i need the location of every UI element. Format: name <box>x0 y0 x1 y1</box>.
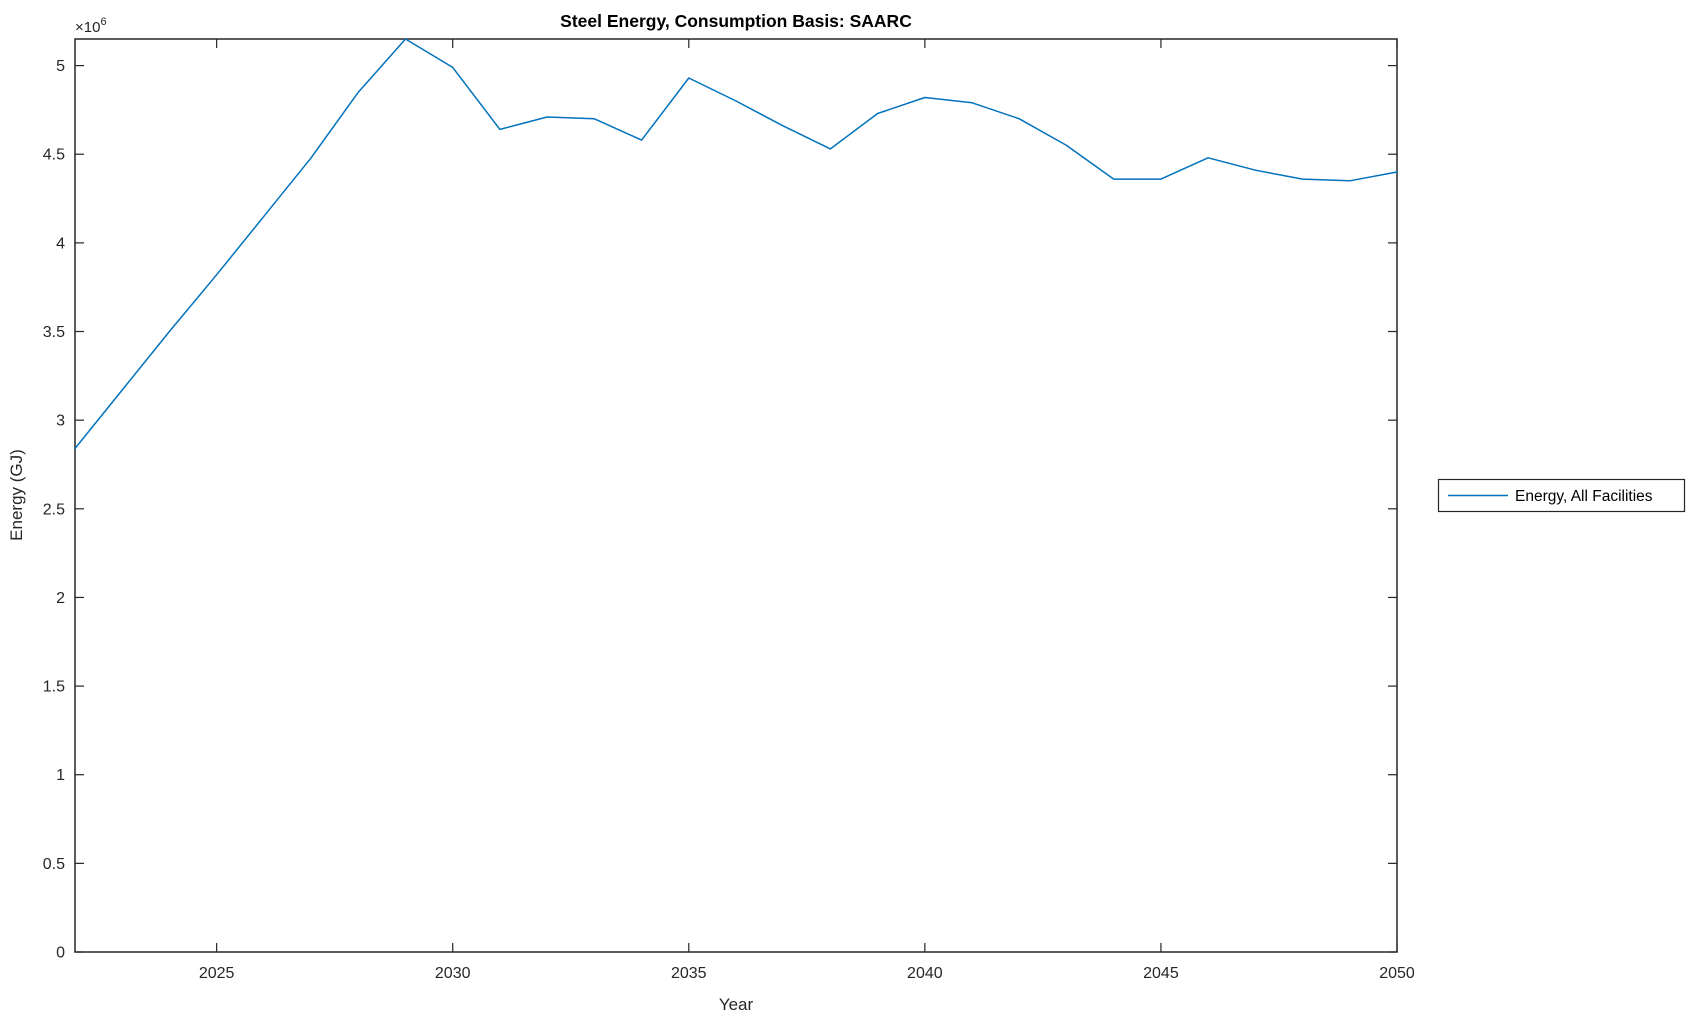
x-axis-label: Year <box>719 995 754 1014</box>
x-tick-label: 2040 <box>907 965 943 982</box>
y-tick-label: 5 <box>56 58 65 75</box>
x-axis-ticks: 2025 2030 2035 2040 2045 2050 <box>199 39 1415 982</box>
y-tick-label: 1.5 <box>43 679 65 696</box>
x-tick-label: 2050 <box>1379 965 1415 982</box>
multiplier-exponent: 6 <box>100 16 106 28</box>
legend-label: Energy, All Facilities <box>1515 488 1653 505</box>
legend: Energy, All Facilities <box>1437 478 1686 513</box>
y-tick-label: 3.5 <box>43 324 65 341</box>
y-tick-label: 4.5 <box>43 147 65 164</box>
y-tick-label: 2 <box>56 590 65 607</box>
chart-title: Steel Energy, Consumption Basis: SAARC <box>560 11 912 31</box>
x-tick-label: 2030 <box>435 965 471 982</box>
axes-box <box>74 38 1398 953</box>
y-tick-label: 1 <box>56 767 65 784</box>
y-axis-ticks: 0 0.5 1 1.5 2 2.5 3 3.5 4 4.5 5 <box>43 58 1397 962</box>
y-tick-label: 0.5 <box>43 856 65 873</box>
x-tick-label: 2035 <box>671 965 707 982</box>
y-tick-label: 4 <box>56 235 65 252</box>
x-tick-label: 2025 <box>199 965 235 982</box>
y-tick-label: 3 <box>56 413 65 430</box>
y-tick-label: 0 <box>56 945 65 962</box>
y-axis-label: Energy (GJ) <box>7 449 26 541</box>
energy-series-line <box>74 38 1398 450</box>
x-tick-label: 2045 <box>1143 965 1179 982</box>
multiplier-base: ×10 <box>75 19 100 36</box>
y-axis-multiplier: ×106 <box>75 16 107 36</box>
y-tick-label: 2.5 <box>43 501 65 518</box>
